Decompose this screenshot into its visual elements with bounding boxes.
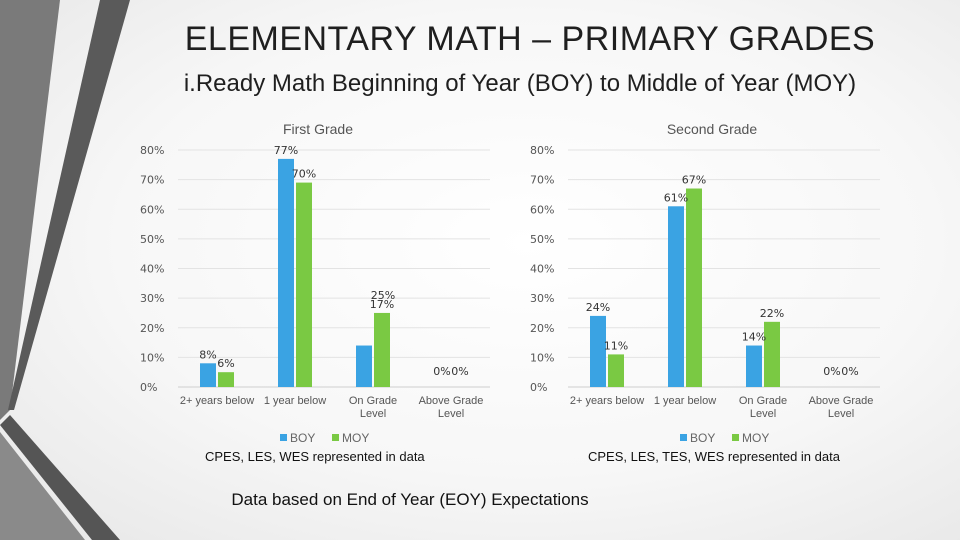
category-label: Level xyxy=(360,408,386,420)
moy-bar-1 xyxy=(608,354,624,387)
moy-bar-2 xyxy=(296,182,312,387)
second-grade-caption: CPES, LES, TES, WES represented in data xyxy=(588,449,840,464)
y-tick-label: 40% xyxy=(140,263,164,276)
data-label: 22% xyxy=(760,307,784,320)
data-label: 24% xyxy=(586,301,610,314)
y-tick-label: 80% xyxy=(530,144,554,157)
y-tick-label: 50% xyxy=(530,233,554,246)
data-label: 0% xyxy=(433,365,450,378)
data-label: 8% xyxy=(199,348,216,361)
first-grade-caption: CPES, LES, WES represented in data xyxy=(205,449,425,464)
extra-data-label: 25% xyxy=(371,289,395,302)
slide-title: ELEMENTARY MATH – PRIMARY GRADES xyxy=(184,20,876,58)
category-label: 2+ years below xyxy=(180,395,254,407)
legend-swatch-boy xyxy=(280,434,287,441)
chart-title: Second Grade xyxy=(667,121,757,137)
data-label: 6% xyxy=(217,357,234,370)
category-label: Level xyxy=(750,408,776,420)
first-grade-chart-svg: First Grade 0% 10% 20% 30% 40% 50% 60% 70% 80% 2+ … xyxy=(140,121,490,445)
legend-label-moy: MOY xyxy=(742,431,769,445)
data-label: 0% xyxy=(451,365,468,378)
first-grade-chart: First Grade 0% 10% 20% 30% 40% 50% 60% 70% 80% 2+ … xyxy=(140,110,500,470)
data-label: 61% xyxy=(664,191,688,204)
slide-subtitle: i.Ready Math Beginning of Year (BOY) to … xyxy=(183,70,857,97)
moy-bar-2 xyxy=(686,188,702,387)
legend-swatch-moy xyxy=(332,434,339,441)
y-tick-label: 10% xyxy=(530,351,554,364)
y-tick-label: 40% xyxy=(530,263,554,276)
y-tick-label: 20% xyxy=(530,322,554,335)
legend-swatch-moy xyxy=(732,434,739,441)
data-label: 14% xyxy=(742,331,766,344)
y-tick-label: 80% xyxy=(140,144,164,157)
data-label: 17% xyxy=(370,298,394,311)
category-label: 1 year below xyxy=(264,395,326,407)
y-tick-label: 0% xyxy=(140,381,157,394)
category-label: Above Grade xyxy=(809,395,874,407)
legend-label-boy: BOY xyxy=(690,431,715,445)
data-label: 67% xyxy=(682,174,706,187)
y-tick-label: 30% xyxy=(530,292,554,305)
y-tick-label: 0% xyxy=(530,381,547,394)
data-label: 77% xyxy=(274,144,298,157)
legend-swatch-boy xyxy=(680,434,687,441)
boy-bar-2 xyxy=(278,158,294,387)
y-tick-label: 60% xyxy=(530,203,554,216)
category-label: On Grade xyxy=(739,395,787,407)
chart-title: First Grade xyxy=(283,121,353,137)
y-tick-label: 20% xyxy=(140,322,164,335)
data-label: 11% xyxy=(604,339,628,352)
legend-label-moy: MOY xyxy=(342,431,369,445)
boy-bar-1 xyxy=(590,315,606,387)
moy-bar-3 xyxy=(764,321,780,387)
category-label: On Grade xyxy=(349,395,397,407)
boy-bar-3 xyxy=(356,345,372,387)
y-tick-label: 60% xyxy=(140,203,164,216)
y-tick-label: 50% xyxy=(140,233,164,246)
category-label: Above Grade xyxy=(419,395,484,407)
boy-bar-2 xyxy=(668,206,684,387)
moy-bar-3 xyxy=(374,312,390,387)
data-label: 70% xyxy=(292,168,316,181)
second-grade-chart: Second Grade 0% 10% 20% 30% 40% 50% 60% 70% 80% 2+… xyxy=(530,110,890,470)
boy-bar-3 xyxy=(746,345,762,387)
data-label: 0% xyxy=(841,365,858,378)
footer-note: Data based on End of Year (EOY) Expectat… xyxy=(231,490,589,509)
category-label: Level xyxy=(438,408,464,420)
decorative-shapes xyxy=(0,0,130,540)
category-label: 2+ years below xyxy=(570,395,644,407)
y-tick-label: 70% xyxy=(140,174,164,187)
data-label: 0% xyxy=(823,365,840,378)
y-tick-label: 30% xyxy=(140,292,164,305)
y-tick-label: 10% xyxy=(140,351,164,364)
category-label: Level xyxy=(828,408,854,420)
legend-label-boy: BOY xyxy=(290,431,315,445)
second-grade-chart-svg: Second Grade 0% 10% 20% 30% 40% 50% 60% 70% 80% 2+… xyxy=(530,121,880,445)
moy-bar-1 xyxy=(218,372,234,387)
category-label: 1 year below xyxy=(654,395,716,407)
boy-bar-1 xyxy=(200,363,216,387)
y-tick-label: 70% xyxy=(530,174,554,187)
